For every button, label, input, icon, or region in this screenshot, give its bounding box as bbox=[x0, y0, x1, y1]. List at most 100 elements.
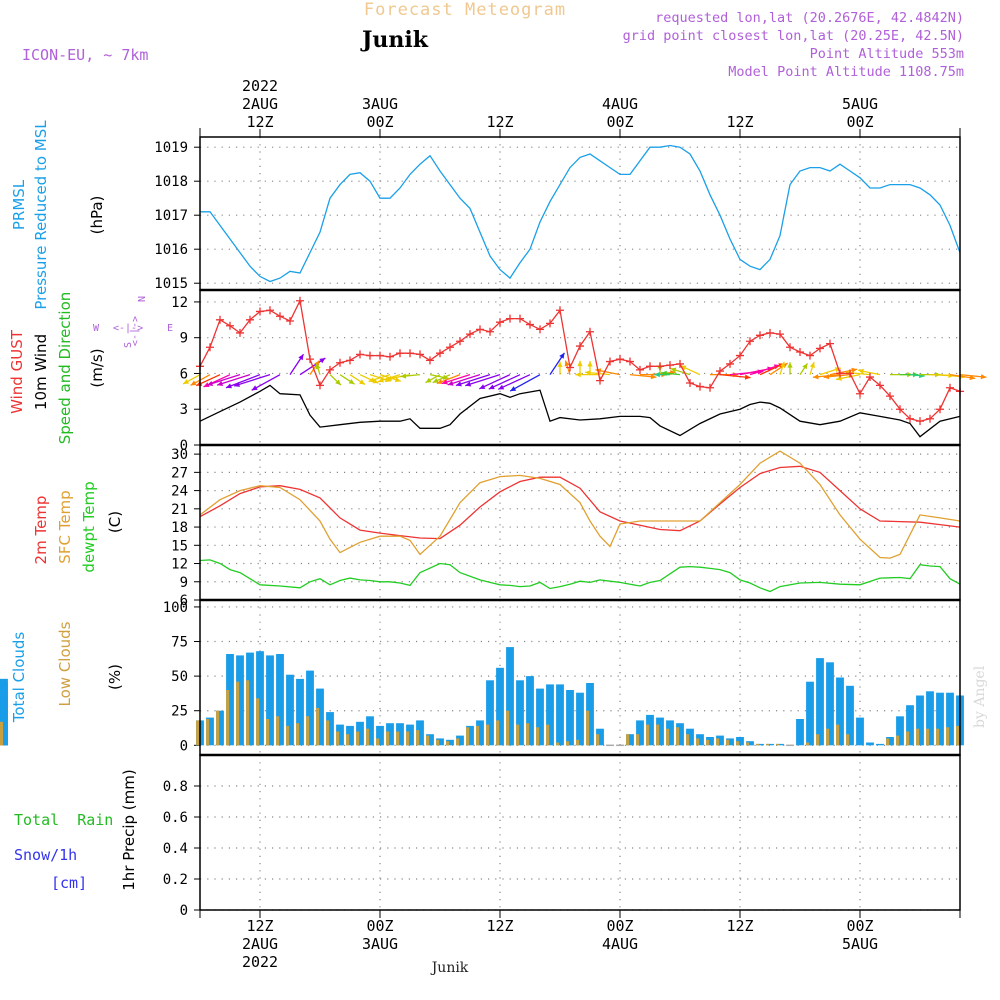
gust-point bbox=[276, 312, 284, 321]
gust-point bbox=[366, 351, 374, 360]
total-cloud-bar bbox=[336, 724, 344, 746]
low-cloud-bar bbox=[396, 731, 400, 746]
wind-arrow-head bbox=[670, 367, 677, 373]
gust-point bbox=[826, 339, 834, 348]
low-cloud-bar bbox=[336, 731, 340, 746]
clouds-ytick-label: 0 bbox=[180, 738, 188, 754]
total-cloud-bar bbox=[516, 680, 524, 746]
pressure-ytick-label: 1015 bbox=[154, 276, 188, 292]
gust-point bbox=[606, 357, 614, 366]
time-label-bottom: 3AUG bbox=[362, 935, 398, 953]
low-cloud-bar bbox=[406, 731, 410, 746]
total-cloud-bar bbox=[836, 677, 844, 746]
precip-ytick-label: 0 bbox=[180, 903, 188, 919]
gust-point bbox=[626, 357, 634, 366]
total-cloud-bar bbox=[386, 723, 394, 746]
temp-unit: (C) bbox=[106, 511, 124, 533]
wind-arrow-head bbox=[425, 377, 432, 383]
low-cloud-bar bbox=[846, 734, 850, 746]
gust-point bbox=[646, 362, 654, 371]
wind-arrow-head bbox=[587, 361, 593, 367]
low-cloud-bar bbox=[276, 716, 280, 746]
wind-arrow-head bbox=[400, 373, 407, 379]
precip-ytick-label: 0.4 bbox=[163, 841, 188, 857]
gridpoint-coords: grid point closest lon,lat (20.25E, 42.5… bbox=[623, 28, 964, 44]
wind-arrow-head bbox=[577, 360, 583, 367]
low-cloud-bar bbox=[816, 734, 820, 746]
wind-arrow-head bbox=[441, 379, 448, 385]
gust-point bbox=[556, 306, 564, 315]
low-cloud-bar bbox=[256, 698, 260, 746]
time-label-top: 2AUG bbox=[242, 95, 278, 113]
gust-point bbox=[636, 365, 644, 374]
wind-arrow-head bbox=[584, 370, 591, 376]
precip-ytick-label: 0.2 bbox=[163, 872, 188, 888]
precip-labels: Total Rain Snow/1h [cm] 1hr Precip (mm) bbox=[14, 769, 138, 892]
gust-point bbox=[796, 348, 804, 356]
wind-arrow bbox=[465, 374, 501, 387]
panel-temperature: 6 9 12 15 18 21 24 27 30 bbox=[171, 443, 961, 609]
total-cloud-bar bbox=[926, 691, 934, 746]
low-cloud-bar bbox=[956, 725, 960, 746]
gust-point bbox=[596, 376, 604, 385]
wind-arrow-head bbox=[234, 381, 240, 387]
gust-point bbox=[746, 337, 754, 346]
low-cloud-bar bbox=[926, 728, 930, 746]
wind-arrow-head bbox=[447, 380, 454, 386]
low-cloud-bar bbox=[626, 734, 630, 746]
gust-point bbox=[456, 337, 464, 346]
wind-arrow bbox=[497, 374, 531, 390]
gust-point bbox=[506, 314, 514, 323]
wind-arrow-head bbox=[465, 381, 472, 387]
total-cloud-bar bbox=[736, 737, 744, 746]
time-label-bottom: 5AUG bbox=[842, 935, 878, 953]
temperature-ytick-label: 24 bbox=[171, 484, 188, 500]
time-label-top: 12Z bbox=[486, 113, 513, 131]
total-cloud-bar bbox=[676, 723, 684, 746]
total-cloud-bar bbox=[826, 662, 834, 746]
total-cloud-bar bbox=[796, 719, 804, 746]
panel-clouds: 0 25 50 75 100 bbox=[0, 598, 964, 756]
wind-arrow-head bbox=[436, 379, 443, 385]
wind-arrow-head bbox=[314, 360, 320, 367]
wind-arrow-head bbox=[455, 381, 462, 387]
total-cloud-bar bbox=[446, 739, 454, 746]
low-cloud-bar bbox=[656, 724, 660, 746]
time-label-top: 00Z bbox=[366, 113, 393, 131]
total-cloud-bar bbox=[746, 741, 754, 746]
low-cloud-bar bbox=[416, 730, 420, 746]
low-cloud-bar bbox=[776, 743, 780, 746]
gust-point bbox=[706, 383, 714, 392]
total-cloud-bar bbox=[906, 705, 914, 746]
time-label-top: 4AUG bbox=[602, 95, 638, 113]
total-cloud-bar bbox=[556, 684, 564, 746]
wind-labels: Wind GUST 10m Wind Speed and Direction (… bbox=[8, 292, 106, 445]
gust-point bbox=[846, 369, 854, 378]
total-cloud-bar bbox=[456, 735, 464, 746]
temperature-ytick-label: 21 bbox=[171, 502, 188, 518]
gust-point bbox=[486, 327, 494, 336]
total-cloud-bar bbox=[536, 688, 544, 746]
gust-point bbox=[436, 349, 444, 358]
low-cloud-bar bbox=[216, 710, 220, 746]
low-cloud-bar bbox=[346, 734, 350, 746]
temperature-ytick-label: 15 bbox=[171, 538, 188, 554]
total-cloud-bar bbox=[886, 737, 894, 746]
temperature-ytick-label: 12 bbox=[171, 557, 188, 573]
wind-arrow-head bbox=[823, 374, 830, 380]
gust-point bbox=[316, 381, 324, 390]
wind-arrow-head bbox=[744, 374, 751, 380]
low-cloud-bar bbox=[766, 743, 770, 746]
low-cloud-bar bbox=[496, 720, 500, 746]
low-cloud-bar bbox=[896, 735, 900, 746]
gust-point bbox=[776, 330, 784, 339]
wind-ytick-label: 6 bbox=[180, 366, 188, 382]
compass-n: N bbox=[135, 296, 146, 302]
total-cloud-bar bbox=[496, 667, 504, 746]
total-cloud-bar bbox=[476, 720, 484, 746]
precip-unit: 1hr Precip (mm) bbox=[120, 769, 138, 890]
panel-wind: 0 3 6 9 12 bbox=[171, 288, 987, 454]
total-cloud-bar bbox=[206, 717, 214, 746]
